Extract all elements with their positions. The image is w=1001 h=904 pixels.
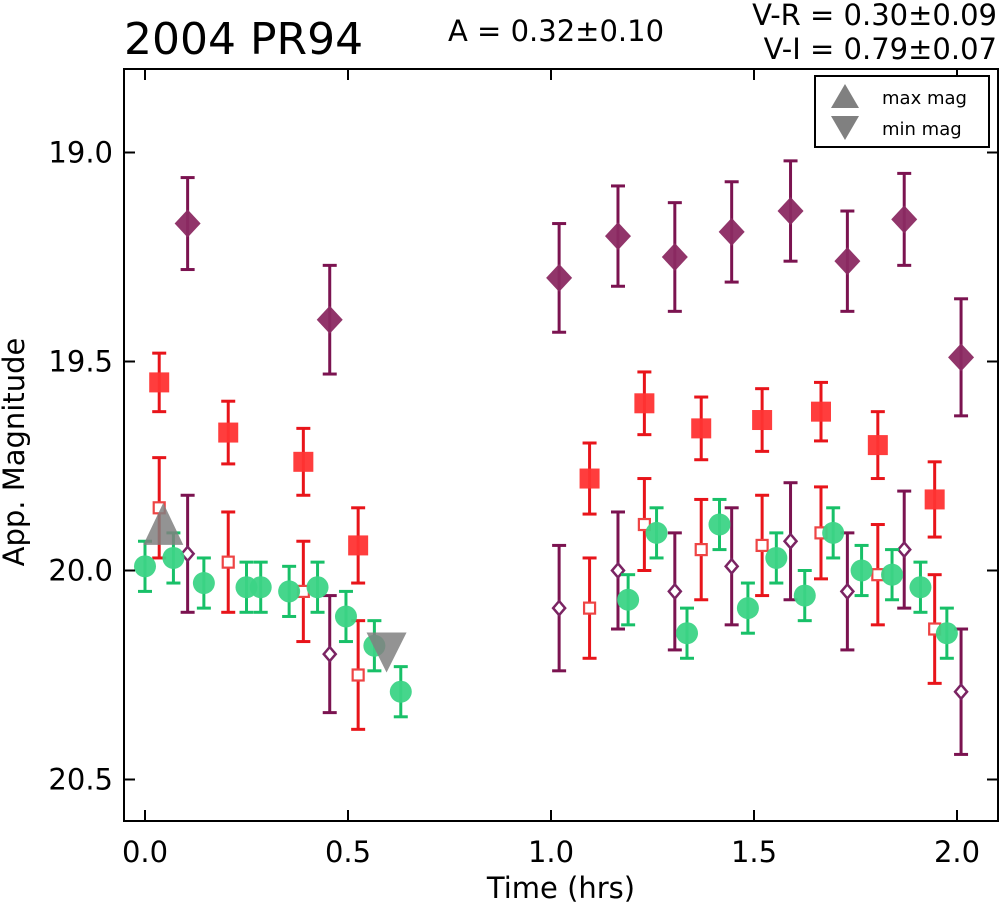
square-marker: [293, 451, 314, 472]
diamond-marker: [546, 263, 573, 292]
open-diamond-marker: [179, 544, 196, 563]
circle-marker: [192, 572, 215, 595]
open-diamond-marker: [322, 645, 338, 664]
square-marker: [867, 435, 888, 456]
color-index-vi: V-I = 0.79±0.07: [763, 32, 997, 66]
circle-marker: [617, 588, 640, 611]
legend-min-mag-marker: [831, 116, 859, 140]
diamond-marker: [777, 197, 804, 226]
diamond-marker: [661, 243, 688, 271]
open-square-marker: [221, 555, 235, 569]
open-square-marker: [351, 668, 365, 682]
y-tick-label: 20.0: [48, 554, 113, 588]
chart-marks: [134, 159, 975, 756]
circle-marker: [334, 605, 357, 628]
color-index-vr: V-R = 0.30±0.09: [752, 0, 997, 32]
circle-marker: [935, 622, 958, 645]
x-tick-label: 1.5: [731, 835, 777, 869]
circle-marker: [306, 576, 329, 599]
open-diamond-marker: [667, 582, 683, 601]
chart-axes: 0.0 0.5 1.0 1.5 2.0 19.0 19.5 20.0 20.5: [48, 69, 998, 869]
open-diamond-marker: [610, 561, 626, 580]
square-marker: [348, 535, 369, 556]
legend-max-mag-marker: [831, 84, 859, 108]
x-tick-label: 0.0: [122, 835, 168, 869]
open-square-marker: [694, 542, 708, 557]
square-marker: [218, 422, 239, 443]
legend-max-mag-label: max mag: [882, 88, 967, 109]
y-tick-label: 20.5: [48, 763, 113, 797]
square-marker: [634, 393, 655, 414]
circle-marker: [822, 521, 845, 544]
circle-marker: [249, 576, 272, 599]
legend-min-mag-label: min mag: [882, 119, 962, 140]
x-tick-label: 0.5: [325, 835, 371, 869]
circle-marker: [708, 513, 731, 536]
circle-marker: [765, 546, 788, 569]
diamond-marker: [834, 247, 861, 276]
diamond-marker: [948, 343, 975, 372]
square-marker: [579, 468, 600, 489]
circle-marker: [850, 559, 873, 582]
y-tick-label: 19.5: [48, 345, 113, 379]
x-axis-label: Time (hrs): [486, 871, 635, 904]
square-marker: [149, 372, 170, 393]
y-tick-label: 19.0: [48, 136, 113, 170]
circle-marker: [162, 546, 185, 569]
diamond-marker: [718, 217, 745, 246]
square-marker: [810, 401, 831, 422]
open-diamond-marker: [551, 599, 567, 618]
open-diamond-marker: [953, 682, 969, 701]
legend: max mag min mag: [814, 75, 990, 148]
open-diamond-marker: [896, 540, 912, 559]
circle-marker: [278, 580, 301, 603]
circle-marker: [645, 521, 668, 544]
diamond-marker: [174, 209, 201, 238]
circle-marker: [134, 555, 156, 578]
circle-marker: [389, 680, 412, 703]
circle-marker: [736, 597, 759, 620]
circle-marker: [676, 622, 699, 645]
diamond-marker: [604, 222, 631, 251]
open-diamond-marker: [724, 557, 740, 576]
amplitude-label: A = 0.32±0.10: [448, 14, 665, 48]
x-tick-label: 2.0: [934, 835, 980, 869]
max-mag-marker: [143, 502, 184, 545]
plot-frame: [123, 68, 999, 822]
diamond-marker: [891, 205, 918, 234]
diamond-marker: [316, 305, 343, 334]
square-marker: [924, 489, 945, 510]
open-square-marker: [755, 538, 769, 553]
x-tick-label: 1.0: [528, 835, 574, 869]
y-axis-label: App. Magnitude: [0, 338, 31, 567]
chart-title: 2004 PR94: [124, 14, 364, 65]
circle-marker: [881, 563, 904, 586]
min-mag-marker: [366, 632, 407, 673]
open-diamond-marker: [782, 532, 799, 551]
circle-marker: [793, 584, 816, 607]
square-marker: [691, 418, 712, 439]
circle-marker: [909, 576, 932, 599]
open-square-marker: [582, 601, 597, 615]
open-diamond-marker: [839, 582, 856, 601]
square-marker: [752, 410, 773, 431]
